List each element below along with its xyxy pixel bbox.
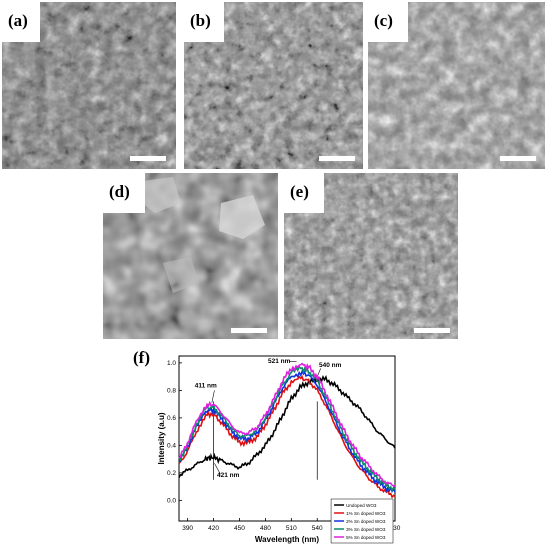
sem-image-c: (c)	[368, 2, 545, 169]
peak-annotation: 540 nm	[319, 362, 342, 369]
y-tick-label: 0.8	[167, 388, 176, 395]
scale-bar-b	[319, 156, 355, 161]
y-tick-label: 0.6	[167, 415, 176, 422]
legend-entry: Undoped WO3	[346, 503, 377, 508]
y-axis-label: Intensity (a.u)	[157, 412, 166, 464]
scale-bar-c	[500, 156, 536, 161]
x-tick-label: 510	[286, 525, 297, 532]
annotation-arrow	[316, 368, 321, 377]
pl-spectrum-svg: 390420450480510540570600630 0.00.20.40.6…	[157, 355, 401, 544]
peak-annotation: 411 nm	[195, 383, 217, 390]
chart-legend: Undoped WO3 1% Sn doped WO3 2% Sn doped WO…	[330, 498, 394, 544]
legend-entry: 3% Sn doped WO3	[346, 527, 386, 532]
x-tick-label: 540	[312, 525, 323, 532]
sem-image-d: (d)	[103, 173, 278, 339]
y-tick-label: 0.4	[167, 443, 176, 450]
legend-entry: 5% Sn doped WO3	[346, 535, 386, 540]
peak-annotation: 421 nm	[217, 472, 240, 479]
panel-label-d: (d)	[103, 173, 145, 213]
annotation-arrow	[211, 390, 215, 403]
panel-label-b: (b)	[184, 2, 224, 42]
series-line	[178, 375, 396, 499]
panel-label-e: (e)	[284, 173, 324, 213]
panel-label-c: (c)	[368, 2, 408, 42]
scale-bar-e	[414, 328, 450, 333]
plot-frame	[178, 355, 396, 522]
panel-label-f: (f)	[133, 348, 150, 367]
series-line	[178, 369, 396, 494]
scale-bar-a	[130, 156, 166, 161]
x-tick-label: 420	[208, 525, 219, 532]
pl-spectrum-chart: 390420450480510540570600630 0.00.20.40.6…	[157, 346, 405, 546]
x-tick-label: 450	[234, 525, 245, 532]
sem-image-a: (a)	[2, 2, 176, 169]
series-line	[178, 374, 396, 478]
annotation-arrow	[214, 463, 221, 475]
series-line	[178, 362, 396, 488]
x-tick-label: 480	[260, 525, 271, 532]
y-tick-label: 0.0	[167, 498, 176, 505]
legend-entry: 1% Sn doped WO3	[346, 511, 386, 516]
sem-image-b: (b)	[184, 2, 363, 169]
y-tick-label: 1.0	[167, 360, 176, 367]
y-tick-label: 0.2	[167, 470, 176, 477]
series-line	[178, 365, 396, 492]
x-tick-label: 630	[390, 525, 401, 532]
x-tick-label: 390	[182, 525, 193, 532]
sem-image-e: (e)	[284, 173, 458, 339]
scale-bar-d	[231, 328, 267, 333]
legend-entry: 2% Sn doped WO3	[346, 519, 386, 524]
peak-annotation: 521 nm	[268, 358, 291, 365]
x-axis-label: Wavelength (nm)	[255, 535, 319, 544]
panel-label-a: (a)	[2, 2, 40, 42]
